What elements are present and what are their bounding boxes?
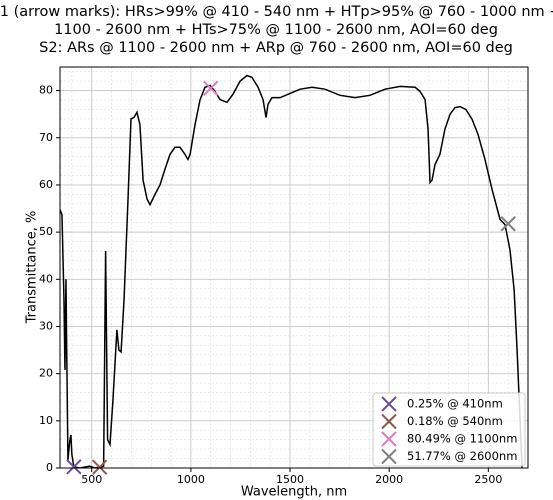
x-tick-label: 500 <box>81 473 102 486</box>
legend-label: 51.77% @ 2600nm <box>407 449 517 463</box>
y-tick-label: 0 <box>46 461 53 474</box>
legend-label: 80.49% @ 1100nm <box>407 432 517 446</box>
y-tick-label: 50 <box>39 225 53 238</box>
marker <box>66 459 82 475</box>
x-axis-label: Wavelength, nm <box>241 485 347 500</box>
legend-label: 0.25% @ 410nm <box>407 397 503 411</box>
legend <box>372 392 526 467</box>
chart-title: 1100 - 2600 nm + HTs>75% @ 1100 - 2600 n… <box>54 22 498 38</box>
chart-title: S2: ARs @ 1100 - 2600 nm + ARp @ 760 - 2… <box>39 40 513 56</box>
chart-title: S1 (arrow marks): HRs>99% @ 410 - 540 nm… <box>0 4 553 20</box>
y-tick-label: 30 <box>39 319 53 332</box>
legend-marker <box>381 413 397 430</box>
y-tick-label: 20 <box>39 367 53 380</box>
plot-frame <box>59 66 529 469</box>
x-tick-label: 2500 <box>474 473 502 486</box>
legend-marker <box>381 396 397 412</box>
x-tick-label: 1000 <box>177 473 205 486</box>
legend-marker <box>381 448 397 465</box>
legend-marker <box>381 431 397 447</box>
y-tick-label: 70 <box>39 131 53 144</box>
x-tick-label: 2000 <box>375 473 403 486</box>
legend-label: 0.18% @ 540nm <box>407 414 503 428</box>
y-tick-label: 60 <box>39 178 53 191</box>
y-tick-label: 10 <box>39 414 53 427</box>
y-tick-label: 40 <box>39 272 53 285</box>
marker <box>500 216 516 232</box>
marker <box>91 459 108 475</box>
x-tick-label: 1500 <box>276 473 304 486</box>
y-tick-label: 80 <box>39 84 53 97</box>
y-axis-label: Transmittance, % <box>25 211 40 325</box>
marker <box>203 80 219 96</box>
